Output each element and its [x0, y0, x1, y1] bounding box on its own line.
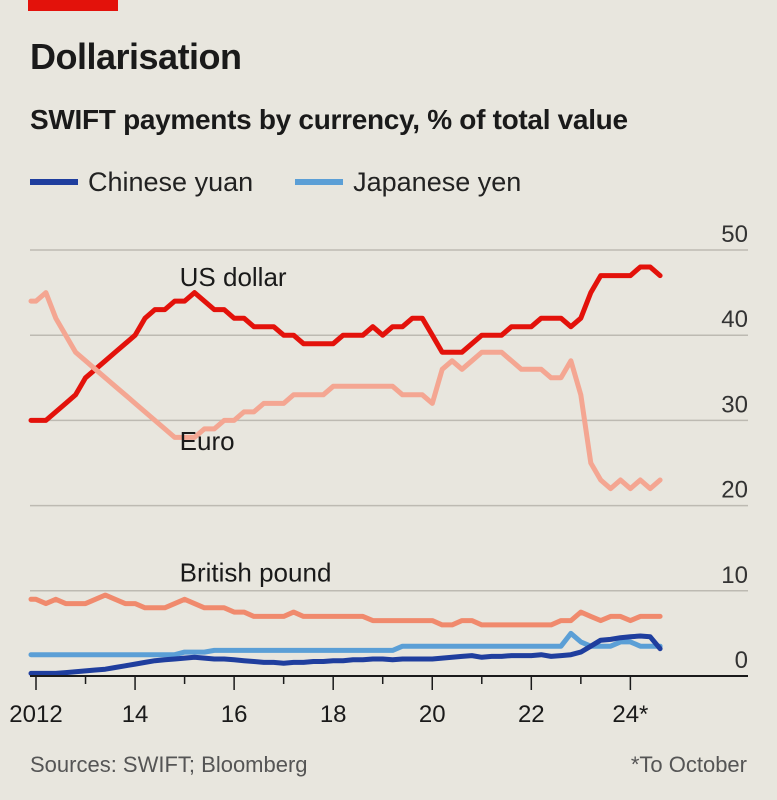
series-line-british-pound — [28, 592, 663, 628]
series-line-japanese-yen — [28, 630, 663, 658]
x-tick-label: 18 — [320, 701, 347, 728]
series-annotation: British pound — [180, 557, 332, 587]
series-annotation: US dollar — [180, 262, 287, 292]
y-tick-label: 0 — [735, 647, 748, 674]
legend-label-chinese-yuan: Chinese yuan — [88, 166, 254, 197]
y-tick-label: 20 — [721, 477, 748, 504]
series-line-euro — [28, 290, 663, 492]
x-tick-label: 16 — [221, 701, 248, 728]
chart-title: Dollarisation — [30, 36, 242, 77]
y-tick-label: 30 — [721, 391, 748, 418]
series-line-us-dollar — [28, 264, 663, 423]
legend-item-chinese-yuan: Chinese yuan — [30, 167, 253, 198]
y-tick-label: 10 — [721, 562, 748, 589]
legend-swatch-japanese-yen — [295, 179, 344, 185]
brand-tag — [28, 0, 118, 11]
series-line-chinese-yuan — [28, 633, 663, 676]
legend-label-japanese-yen: Japanese yen — [353, 166, 522, 197]
x-tick-label: 14 — [122, 701, 149, 728]
y-tick-label: 40 — [721, 306, 748, 333]
footnote: *To October — [630, 752, 747, 777]
legend: Chinese yuan Japanese yen — [30, 164, 563, 200]
source-note: Sources: SWIFT; Bloomberg — [30, 752, 308, 777]
y-tick-label: 50 — [721, 221, 748, 248]
x-tick-label: 24* — [612, 701, 648, 728]
x-tick-label: 20 — [419, 701, 446, 728]
legend-item-japanese-yen: Japanese yen — [295, 167, 521, 198]
x-tick-label: 22 — [518, 701, 545, 728]
x-tick-label: 2012 — [9, 701, 62, 728]
series-annotation: Euro — [180, 426, 235, 456]
legend-swatch-chinese-yuan — [30, 179, 78, 185]
chart-subtitle: SWIFT payments by currency, % of total v… — [30, 104, 628, 135]
